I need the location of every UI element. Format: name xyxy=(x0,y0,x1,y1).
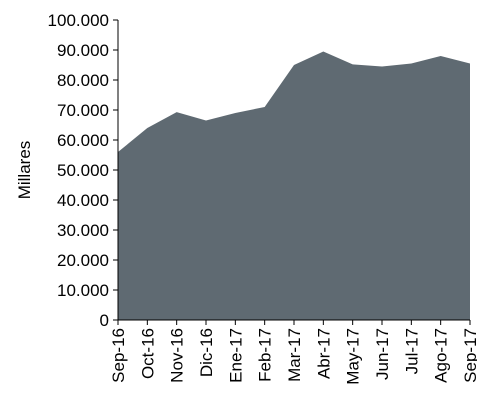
y-axis-title: Millares xyxy=(15,141,34,200)
x-tick-label: Nov-16 xyxy=(168,328,187,383)
x-tick-label: Mar-17 xyxy=(285,328,304,382)
x-tick-label: Dic-16 xyxy=(197,328,216,377)
y-tick-label: 0 xyxy=(100,311,109,330)
y-tick-label: 60.000 xyxy=(57,131,109,150)
y-axis-ticks: 0 10.000 20.000 30.000 40.000 50.000 60.000 70.… xyxy=(48,11,118,330)
y-tick-label: 30.000 xyxy=(57,221,109,240)
x-tick-label: Feb-17 xyxy=(256,328,275,382)
y-tick-label: 70.000 xyxy=(57,101,109,120)
x-tick-label: Jun-17 xyxy=(373,328,392,380)
y-tick-label: 40.000 xyxy=(57,191,109,210)
y-tick-label: 80.000 xyxy=(57,71,109,90)
y-tick-label: 10.000 xyxy=(57,281,109,300)
x-tick-label: Ene-17 xyxy=(226,328,245,383)
x-tick-label: Sep-17 xyxy=(461,328,477,383)
x-axis-ticks: Sep-16 Oct-16 Nov-16 Dic-16 Ene-17 Feb-17 Mar-… xyxy=(109,320,477,385)
x-tick-label: May-17 xyxy=(344,328,363,385)
y-tick-label: 90.000 xyxy=(57,41,109,60)
x-tick-label: Abr-17 xyxy=(314,328,333,379)
y-tick-label: 50.000 xyxy=(57,161,109,180)
x-tick-label: Jul-17 xyxy=(402,328,421,374)
x-tick-label: Sep-16 xyxy=(109,328,128,383)
y-tick-label: 100.000 xyxy=(48,11,109,30)
area-series xyxy=(118,51,470,320)
y-tick-label: 20.000 xyxy=(57,251,109,270)
x-tick-label: Oct-16 xyxy=(138,328,157,379)
x-tick-label: Ago-17 xyxy=(432,328,451,383)
